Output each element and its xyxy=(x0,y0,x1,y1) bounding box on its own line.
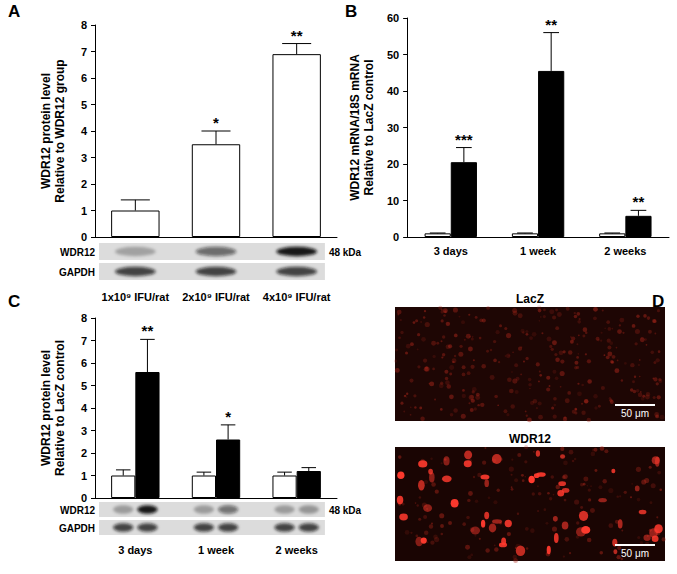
svg-text:5: 5 xyxy=(81,380,87,392)
svg-text:40: 40 xyxy=(387,85,399,97)
svg-text:60: 60 xyxy=(387,12,399,24)
svg-text:4x10⁹ IFU/rat: 4x10⁹ IFU/rat xyxy=(263,291,331,303)
svg-text:48 kDa: 48 kDa xyxy=(329,247,362,258)
svg-text:8: 8 xyxy=(81,19,87,31)
svg-text:3: 3 xyxy=(81,152,87,164)
svg-text:5: 5 xyxy=(81,99,87,111)
svg-text:20: 20 xyxy=(387,158,399,170)
svg-text:0: 0 xyxy=(81,492,87,504)
svg-text:3 days: 3 days xyxy=(118,544,152,556)
svg-text:48 kDa: 48 kDa xyxy=(329,505,362,516)
svg-text:WDR12 mRNA/18S mRNA: WDR12 mRNA/18S mRNA xyxy=(348,54,362,201)
svg-text:1 week: 1 week xyxy=(520,245,557,257)
svg-text:WDR12 protein level: WDR12 protein level xyxy=(39,350,53,466)
svg-text:8: 8 xyxy=(81,312,87,324)
svg-text:30: 30 xyxy=(387,122,399,134)
svg-text:1x10⁹ IFU/rat: 1x10⁹ IFU/rat xyxy=(102,291,170,303)
svg-text:GAPDH: GAPDH xyxy=(59,267,95,278)
svg-text:10: 10 xyxy=(387,195,399,207)
svg-text:**: ** xyxy=(291,27,303,44)
svg-text:7: 7 xyxy=(81,46,87,58)
svg-text:4: 4 xyxy=(81,125,88,137)
svg-text:0: 0 xyxy=(81,231,87,243)
svg-text:WDR12: WDR12 xyxy=(60,247,95,258)
svg-text:GAPDH: GAPDH xyxy=(59,523,95,534)
svg-text:*: * xyxy=(225,408,231,425)
svg-text:**: ** xyxy=(142,322,154,339)
svg-text:7: 7 xyxy=(81,335,87,347)
svg-text:**: ** xyxy=(633,193,645,210)
svg-text:2 weeks: 2 weeks xyxy=(604,245,646,257)
svg-text:WDR12: WDR12 xyxy=(60,505,95,516)
svg-text:0: 0 xyxy=(393,231,399,243)
svg-text:2 weeks: 2 weeks xyxy=(276,544,318,556)
svg-text:LacZ: LacZ xyxy=(516,292,544,306)
svg-text:Relative to LacZ control: Relative to LacZ control xyxy=(53,340,67,476)
svg-text:2: 2 xyxy=(81,447,87,459)
html-text:B: B xyxy=(345,2,358,21)
svg-text:1: 1 xyxy=(81,470,87,482)
html-text:C: C xyxy=(8,292,21,311)
svg-text:6: 6 xyxy=(81,72,87,84)
svg-text:6: 6 xyxy=(81,357,87,369)
svg-text:3: 3 xyxy=(81,425,87,437)
svg-text:4: 4 xyxy=(81,402,88,414)
svg-text:Relative to WDR12 group: Relative to WDR12 group xyxy=(53,59,67,202)
svg-text:1: 1 xyxy=(81,205,87,217)
svg-text:2: 2 xyxy=(81,178,87,190)
svg-text:WDR12 protein level: WDR12 protein level xyxy=(39,73,53,189)
svg-text:2x10⁹ IFU/rat: 2x10⁹ IFU/rat xyxy=(182,291,250,303)
html-text:D: D xyxy=(652,292,665,311)
svg-text:*: * xyxy=(213,114,219,131)
svg-text:1 week: 1 week xyxy=(198,544,235,556)
svg-text:50: 50 xyxy=(387,49,399,61)
svg-text:Relative to LacZ control: Relative to LacZ control xyxy=(362,59,376,195)
svg-text:**: ** xyxy=(545,16,557,33)
svg-text:***: *** xyxy=(455,131,473,148)
svg-text:50 μm: 50 μm xyxy=(621,548,649,559)
svg-text:WDR12: WDR12 xyxy=(509,432,551,446)
svg-text:3 days: 3 days xyxy=(434,245,468,257)
html-text:A: A xyxy=(8,2,21,21)
svg-text:50 μm: 50 μm xyxy=(621,408,649,419)
